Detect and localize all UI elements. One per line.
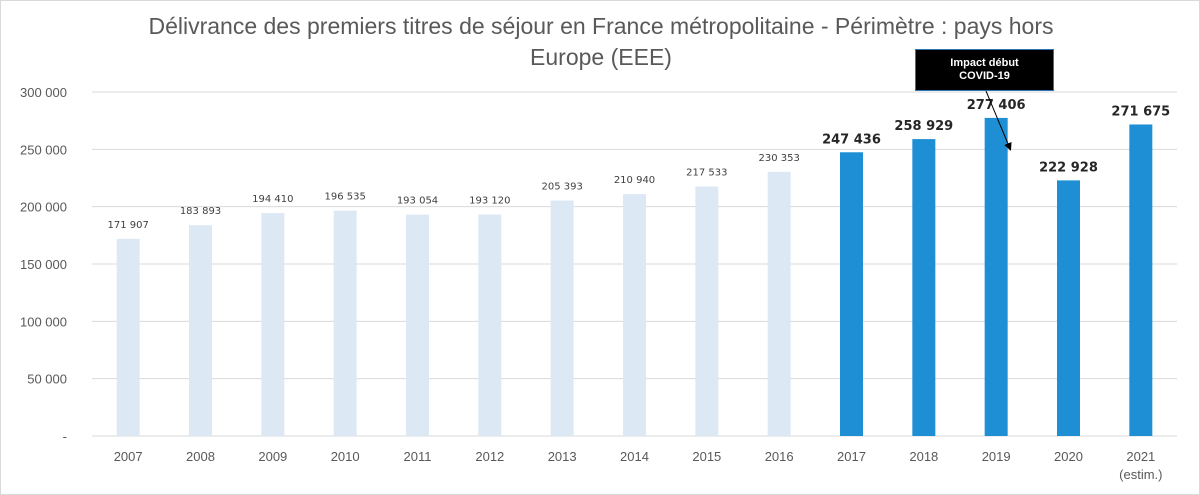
annotation-arrow [985, 90, 1012, 151]
x-tick-label-2012: 2012 [475, 449, 504, 464]
x-tick-label-2010: 2010 [331, 449, 360, 464]
x-tick-label-2013: 2013 [548, 449, 577, 464]
x-tick-label-2008: 2008 [186, 449, 215, 464]
x-tick-label-2019: 2019 [982, 449, 1011, 464]
data-label-2011: 193 054 [397, 196, 438, 207]
x-tick-label-2018: 2018 [909, 449, 938, 464]
annotation-line-1: Impact début [950, 57, 1019, 69]
x-tick-label-2020: 2020 [1054, 449, 1083, 464]
y-tick-label: 50 000 [27, 372, 67, 387]
y-tick-label: - [63, 429, 67, 444]
bar-2015 [695, 186, 719, 436]
data-label-2007: 171 907 [107, 220, 148, 231]
bar-2020 [1057, 180, 1080, 436]
bar-2018 [912, 139, 936, 437]
data-label-2012: 193 120 [469, 196, 510, 207]
bar-2017 [840, 152, 863, 437]
data-label-2009: 194 410 [252, 194, 293, 205]
annotation-line-2: COVID-19 [959, 70, 1010, 82]
data-label-2020: 222 928 [1039, 160, 1098, 175]
y-axis-tick-labels: - 50 000 100 000 150 000 200 000 250 000 300 0… [20, 85, 67, 444]
data-label-2014: 210 940 [614, 175, 655, 186]
data-label-2010: 196 535 [324, 192, 365, 203]
data-label-2015: 217 533 [686, 168, 727, 179]
annotation-callout: Impact début COVID-19 [915, 49, 1054, 91]
x-axis-tick-labels: 2007 2008 2009 2010 2011 2012 2013 2014 2015 2016… [114, 449, 1163, 482]
x-tick-sublabel-2021: (estim.) [1119, 467, 1162, 482]
x-tick-label-2011: 2011 [404, 449, 432, 464]
y-tick-label: 300 000 [20, 85, 67, 100]
bars [116, 117, 1153, 437]
x-tick-label-2015: 2015 [692, 449, 721, 464]
y-tick-label: 150 000 [20, 257, 67, 272]
data-label-2008: 183 893 [180, 206, 221, 217]
x-tick-label-2021: 2021 [1126, 449, 1155, 464]
x-tick-label-2017: 2017 [837, 449, 866, 464]
bar-2016 [767, 171, 791, 437]
x-tick-label-2014: 2014 [620, 449, 649, 464]
bar-2014 [623, 194, 646, 436]
bar-2011 [406, 214, 429, 436]
annotation-arrow-line [985, 90, 1012, 151]
bar-2008 [189, 225, 212, 436]
data-label-2017: 247 436 [822, 132, 881, 147]
data-labels: 171 907 183 893 194 410 196 535 193 054 193 1… [107, 98, 1170, 231]
data-label-2013: 205 393 [541, 181, 582, 192]
y-tick-label: 200 000 [20, 200, 67, 215]
data-label-2018: 258 929 [894, 119, 953, 134]
data-label-2019: 277 406 [967, 98, 1026, 113]
bar-2009 [261, 213, 285, 436]
x-tick-label-2016: 2016 [765, 449, 794, 464]
bar-2010 [333, 210, 357, 436]
bar-2012 [478, 214, 502, 436]
data-label-2016: 230 353 [758, 153, 799, 164]
y-tick-label: 100 000 [20, 314, 67, 329]
bar-2007 [116, 238, 140, 436]
chart-title: Délivrance des premiers titres de séjour… [148, 13, 1054, 70]
data-label-2021: 271 675 [1111, 104, 1170, 119]
bar-2019 [984, 117, 1008, 437]
bar-2021 [1129, 124, 1153, 436]
x-tick-label-2009: 2009 [258, 449, 287, 464]
y-tick-label: 250 000 [20, 142, 67, 157]
x-tick-label-2007: 2007 [114, 449, 143, 464]
bar-2013 [550, 200, 574, 436]
